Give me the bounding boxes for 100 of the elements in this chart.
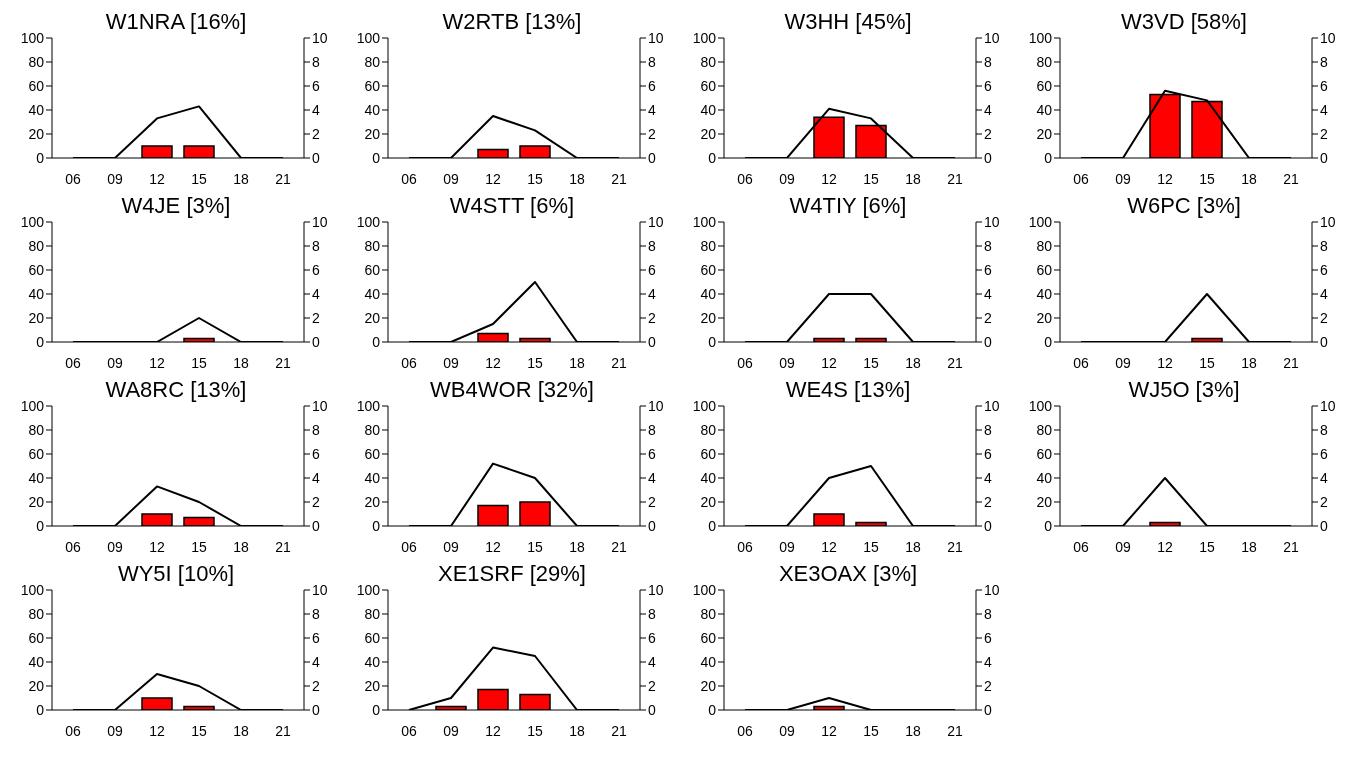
x-tick-label: 09 (443, 722, 459, 739)
chart-title: W6PC [3%] (1127, 193, 1241, 218)
y2-tick-label: 8 (648, 421, 656, 438)
y-tick-label: 100 (692, 581, 717, 598)
y2-tick-label: 4 (1320, 469, 1328, 486)
y2-tick-label: 6 (312, 629, 320, 646)
y2-tick-label: 8 (648, 53, 656, 70)
x-tick-label: 18 (905, 170, 921, 187)
x-tick-label: 12 (821, 722, 837, 739)
y-tick-label: 40 (364, 101, 381, 118)
y-tick-label: 80 (1036, 237, 1053, 254)
x-tick-label: 09 (779, 538, 795, 555)
y2-tick-label: 6 (1320, 261, 1328, 278)
y-tick-label: 0 (372, 701, 381, 718)
x-tick-label: 09 (779, 722, 795, 739)
y-tick-label: 40 (28, 469, 45, 486)
x-tick-label: 15 (1199, 354, 1215, 371)
y-tick-label: 20 (364, 125, 381, 142)
x-tick-label: 18 (1241, 170, 1257, 187)
y-tick-label: 60 (364, 261, 381, 278)
x-tick-label: 12 (149, 722, 165, 739)
x-tick-label: 15 (863, 722, 879, 739)
y-tick-label: 60 (364, 445, 381, 462)
chart-title: WY5I [10%] (117, 561, 235, 586)
y2-tick-label: 6 (312, 77, 320, 94)
y2-tick-label: 0 (1320, 333, 1328, 350)
x-tick-label: 12 (821, 354, 837, 371)
y2-tick-label: 10 (1320, 29, 1336, 46)
x-tick-label: 21 (275, 538, 291, 555)
x-tick-label: 12 (1157, 354, 1173, 371)
y2-tick-label: 0 (1320, 517, 1328, 534)
y-tick-label: 60 (28, 629, 45, 646)
x-tick-label: 06 (1073, 170, 1089, 187)
y-tick-label: 80 (700, 53, 717, 70)
x-tick-label: 09 (443, 170, 459, 187)
y2-tick-label: 6 (312, 261, 320, 278)
x-tick-label: 12 (149, 170, 165, 187)
x-tick-label: 18 (569, 170, 585, 187)
x-tick-label: 06 (401, 170, 417, 187)
x-tick-label: 18 (569, 354, 585, 371)
chart-title: XE3OAX [3%] (778, 561, 918, 586)
y-tick-label: 0 (708, 149, 717, 166)
y-tick-label: 80 (364, 237, 381, 254)
x-tick-label: 21 (275, 722, 291, 739)
y-tick-label: 20 (700, 677, 717, 694)
y-tick-label: 80 (1036, 53, 1053, 70)
x-tick-label: 18 (233, 538, 249, 555)
y-tick-label: 60 (28, 445, 45, 462)
x-tick-label: 09 (1115, 170, 1131, 187)
y2-tick-label: 8 (1320, 421, 1328, 438)
y2-tick-label: 4 (648, 653, 656, 670)
x-tick-label: 15 (527, 354, 543, 371)
y-tick-label: 100 (692, 29, 717, 46)
x-tick-label: 06 (737, 722, 753, 739)
x-tick-label: 06 (65, 170, 81, 187)
y-tick-label: 40 (28, 101, 45, 118)
y-tick-label: 0 (1044, 149, 1053, 166)
y2-tick-label: 6 (984, 445, 992, 462)
y2-tick-label: 2 (648, 677, 656, 694)
y-tick-label: 80 (28, 421, 45, 438)
y-tick-label: 60 (28, 261, 45, 278)
y-tick-label: 0 (1044, 333, 1053, 350)
y2-tick-label: 8 (984, 421, 992, 438)
y-tick-label: 80 (700, 421, 717, 438)
y-tick-label: 40 (364, 285, 381, 302)
x-tick-label: 21 (275, 170, 291, 187)
x-tick-label: 06 (401, 354, 417, 371)
x-tick-label: 09 (107, 538, 123, 555)
y2-tick-label: 2 (312, 309, 320, 326)
x-tick-label: 15 (863, 538, 879, 555)
x-tick-label: 06 (1073, 354, 1089, 371)
y-tick-label: 80 (1036, 421, 1053, 438)
y-tick-label: 60 (700, 77, 717, 94)
y2-tick-label: 10 (648, 213, 664, 230)
chart-title: W4TIY [6%] (789, 193, 907, 218)
x-tick-label: 15 (527, 722, 543, 739)
y2-tick-label: 0 (1320, 149, 1328, 166)
x-tick-label: 12 (1157, 538, 1173, 555)
x-tick-label: 21 (947, 538, 963, 555)
x-tick-label: 12 (485, 170, 501, 187)
y2-tick-label: 10 (984, 581, 1000, 598)
y-tick-label: 80 (364, 53, 381, 70)
y2-tick-label: 0 (648, 149, 656, 166)
y-tick-label: 100 (692, 397, 717, 414)
y2-tick-label: 2 (1320, 125, 1328, 142)
y2-tick-label: 8 (312, 237, 320, 254)
y-tick-label: 0 (1044, 517, 1053, 534)
y-tick-label: 100 (1028, 29, 1053, 46)
y2-tick-label: 4 (984, 469, 992, 486)
chart-title: W1NRA [16%] (105, 9, 247, 34)
y2-tick-label: 8 (1320, 237, 1328, 254)
y2-tick-label: 6 (648, 77, 656, 94)
chart-title: WE4S [13%] (785, 377, 911, 402)
x-tick-label: 12 (821, 538, 837, 555)
y-tick-label: 80 (364, 605, 381, 622)
y-tick-label: 60 (364, 629, 381, 646)
x-tick-label: 21 (1283, 354, 1299, 371)
y-tick-label: 80 (364, 421, 381, 438)
y2-tick-label: 6 (984, 77, 992, 94)
x-tick-label: 12 (1157, 170, 1173, 187)
